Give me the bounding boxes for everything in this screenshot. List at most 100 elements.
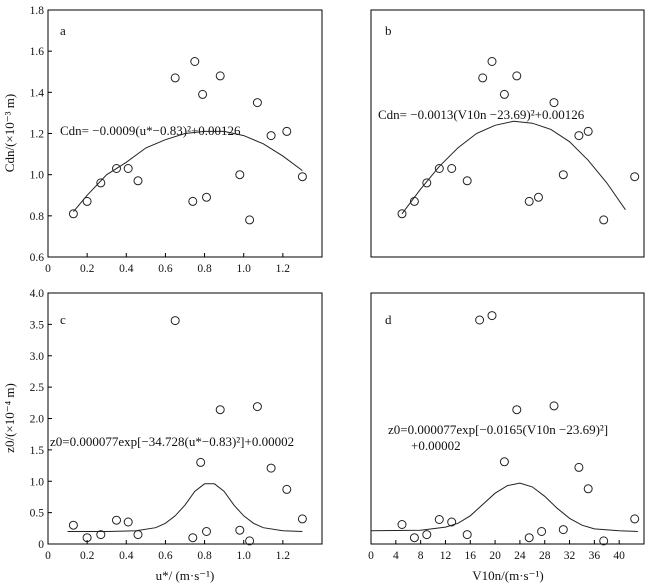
data-point — [252, 98, 262, 108]
data-point — [170, 73, 180, 83]
data-point — [512, 405, 522, 415]
marks-a — [68, 57, 307, 225]
data-point — [215, 405, 225, 415]
x-tick-label: 8 — [418, 550, 424, 562]
fit-curve — [370, 482, 638, 532]
data-point — [266, 463, 276, 473]
data-point — [133, 176, 143, 186]
y-tick-label: 2.0 — [30, 414, 45, 426]
y-tick-label: 1.0 — [30, 476, 45, 488]
data-point — [266, 131, 276, 141]
data-point — [599, 536, 609, 546]
y-tick-label: 0.8 — [30, 211, 45, 223]
data-point — [558, 170, 568, 180]
data-point — [252, 402, 262, 412]
data-point — [409, 196, 419, 206]
data-point — [245, 215, 255, 225]
data-point — [235, 170, 245, 180]
data-point — [599, 215, 609, 225]
equation-d: z0=0.000077exp[−0.0165(V10n −23.69)²] — [388, 422, 608, 437]
y-tick-label: 3.5 — [30, 319, 45, 331]
y-ticks-c: 0 0.5 1.0 1.5 2.0 2.5 3.0 3.5 4.0 — [30, 288, 52, 551]
panel-c: c z0=0.000077exp[−34.728(u*−0.83)²]+0.00… — [30, 288, 323, 562]
data-point — [82, 196, 92, 206]
x-tick-label: 16 — [465, 550, 477, 562]
y-tick-label: 1.4 — [30, 87, 45, 99]
data-point — [190, 57, 200, 66]
data-point — [235, 525, 245, 535]
panel-label-a: a — [60, 23, 66, 38]
x-tick-label: 28 — [539, 550, 551, 562]
data-point — [188, 196, 198, 206]
data-point — [282, 126, 292, 136]
data-point — [534, 192, 543, 202]
data-point — [215, 71, 225, 81]
equation-c: z0=0.000077exp[−34.728(u*−0.83)²]+0.0000… — [50, 434, 294, 449]
data-point — [447, 517, 457, 527]
panel-d: d z0=0.000077exp[−0.0165(V10n −23.69)²] … — [368, 292, 645, 562]
data-point — [487, 311, 497, 321]
data-point — [68, 209, 78, 219]
x-tick-label: 12 — [440, 550, 452, 562]
data-point — [478, 73, 488, 83]
marks-c — [67, 316, 307, 546]
data-point — [422, 178, 432, 188]
data-point — [447, 164, 457, 173]
x-tick-label: 0 — [45, 550, 51, 562]
x-ticks-c: 0 0.2 0.4 0.6 0.8 1.0 1.2 — [45, 540, 290, 562]
x-tick-label: 20 — [489, 550, 501, 562]
x-ticks-a: 0 0.2 0.4 0.6 0.8 1.0 1.2 — [45, 253, 290, 275]
x-tick-label: 24 — [514, 550, 526, 562]
x-tick-label: 0.6 — [158, 263, 173, 275]
data-point — [475, 315, 485, 325]
data-point — [133, 530, 143, 540]
x-tick-label: 0.2 — [80, 263, 95, 275]
data-point — [524, 196, 534, 206]
data-point — [462, 530, 472, 540]
data-point — [409, 533, 419, 543]
panel-a: a Cdn= −0.0009(u*−0.83)²+0.00126 0.6 0.8 1… — [30, 5, 323, 275]
x-axis-label-right: V10n/(m·s⁻¹) — [472, 568, 543, 583]
data-point — [630, 514, 640, 524]
marks-d — [370, 311, 640, 546]
x-tick-label: 4 — [393, 550, 399, 562]
data-point — [499, 457, 509, 467]
data-point — [512, 71, 522, 81]
y-tick-label: 1.8 — [30, 5, 45, 17]
plot-frame-c — [47, 292, 323, 545]
data-point — [297, 514, 307, 524]
y-tick-label: 2.5 — [30, 382, 45, 394]
y-tick-label: 3.0 — [30, 351, 45, 363]
y-tick-label: 1.5 — [30, 445, 45, 457]
data-point — [422, 530, 432, 540]
y-tick-label: 0.5 — [30, 508, 45, 520]
x-tick-label: 0.4 — [119, 550, 134, 562]
data-point — [202, 527, 211, 536]
data-point — [462, 176, 472, 186]
panel-label-b: b — [385, 23, 392, 38]
data-point — [549, 98, 559, 108]
panel-label-d: d — [385, 312, 392, 327]
x-tick-label: 0.6 — [158, 550, 173, 562]
x-tick-label: 40 — [613, 550, 625, 562]
marks-b — [397, 57, 640, 225]
y-ticks-a: 0.6 0.8 1.0 1.2 1.4 1.6 1.8 — [30, 5, 52, 264]
data-point — [112, 164, 121, 173]
x-tick-label: 36 — [589, 550, 601, 562]
y-tick-label: 1.6 — [30, 46, 45, 58]
x-ticks-d: 0 4 8 12 16 20 24 28 32 36 40 — [368, 540, 625, 562]
plot-frame-b — [370, 9, 645, 258]
data-point — [188, 533, 198, 543]
fit-curve — [401, 120, 626, 215]
equation-d-line2: +0.00002 — [411, 438, 461, 453]
data-point — [549, 401, 559, 411]
data-point — [487, 57, 497, 66]
data-point — [499, 89, 509, 99]
y-tick-label: 0 — [38, 539, 44, 551]
data-point — [198, 89, 208, 99]
data-point — [68, 520, 78, 530]
data-point — [123, 164, 133, 173]
x-tick-label: 0 — [368, 550, 374, 562]
data-point — [583, 126, 593, 136]
